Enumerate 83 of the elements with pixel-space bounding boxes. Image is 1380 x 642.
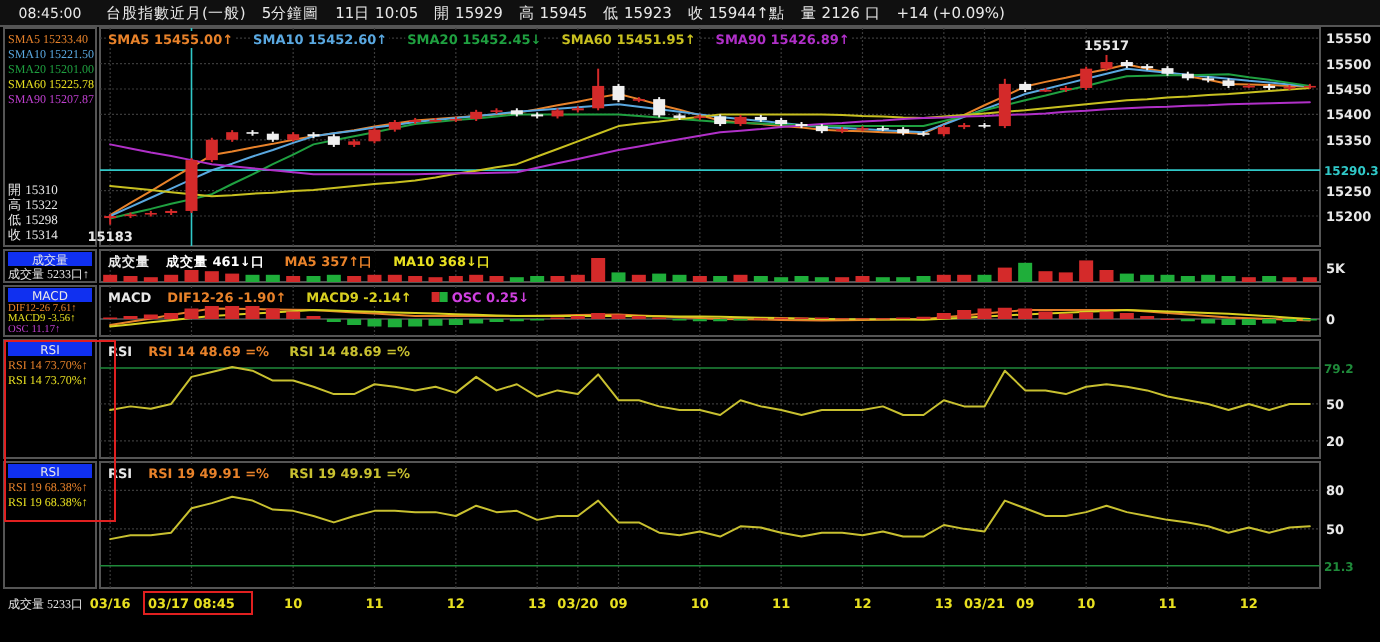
bar: [1099, 270, 1114, 282]
bar: [997, 267, 1012, 282]
bar: [1038, 271, 1053, 282]
bar: [1018, 262, 1033, 282]
bar: [204, 271, 219, 282]
bar: [733, 274, 748, 282]
bar: [591, 258, 606, 282]
bar: [550, 276, 565, 282]
bar: [1058, 272, 1073, 282]
bar: [1221, 276, 1236, 282]
bar: [489, 276, 504, 282]
candlestick: [998, 77, 1011, 130]
line-series: [109, 366, 1311, 416]
bar: [1241, 319, 1256, 325]
bar: [1140, 274, 1155, 282]
bar: [1058, 313, 1073, 319]
bar: [1038, 311, 1053, 319]
bar: [469, 274, 484, 282]
bar: [286, 311, 301, 319]
bar: [204, 305, 219, 319]
candlestick: [1080, 65, 1093, 91]
candlestick: [592, 67, 605, 112]
bar: [1180, 276, 1195, 282]
bar: [591, 313, 606, 319]
bar: [123, 276, 138, 282]
bar: [164, 274, 179, 282]
bar: [184, 270, 199, 282]
bar: [367, 274, 382, 282]
bar: [957, 310, 972, 319]
bar: [692, 276, 707, 282]
bar: [448, 319, 463, 325]
bar: [936, 313, 951, 319]
bar: [916, 276, 931, 282]
bar: [713, 276, 728, 282]
candlestick: [205, 136, 218, 164]
bar: [957, 274, 972, 282]
bar: [347, 276, 362, 282]
bar: [387, 274, 402, 282]
bar: [530, 276, 545, 282]
bar: [977, 308, 992, 319]
bar: [1262, 276, 1277, 282]
bar: [1119, 313, 1134, 319]
bar: [1018, 308, 1033, 319]
bar: [1099, 311, 1114, 319]
bar: [1160, 274, 1175, 282]
bar: [326, 274, 341, 282]
candlestick: [612, 82, 625, 104]
bar: [794, 276, 809, 282]
bar: [225, 273, 240, 282]
bar: [367, 319, 382, 327]
candlestick: [653, 96, 666, 119]
bar: [672, 274, 687, 282]
bar: [428, 319, 443, 326]
bar: [570, 274, 585, 282]
line-series: [109, 86, 1311, 198]
bar: [347, 319, 362, 325]
bar: [387, 319, 402, 328]
bar: [265, 274, 280, 282]
bar: [977, 274, 992, 282]
bar: [1221, 319, 1236, 325]
bar: [408, 319, 423, 327]
bar: [103, 274, 118, 282]
bar: [936, 274, 951, 282]
bar: [245, 305, 260, 319]
bar: [408, 276, 423, 282]
bar: [1201, 274, 1216, 282]
bar: [1079, 312, 1094, 319]
bar: [1119, 273, 1134, 282]
bar: [245, 274, 260, 282]
bar: [652, 273, 667, 282]
bar: [1079, 260, 1094, 282]
bar: [448, 276, 463, 282]
bar: [265, 308, 280, 319]
bar: [753, 276, 768, 282]
bar: [611, 272, 626, 282]
bar: [164, 313, 179, 319]
line-series: [109, 495, 1311, 541]
bar: [631, 274, 646, 282]
bar: [855, 276, 870, 282]
bar: [306, 276, 321, 282]
bar: [997, 307, 1012, 319]
bar: [286, 276, 301, 282]
bar: [184, 308, 199, 319]
